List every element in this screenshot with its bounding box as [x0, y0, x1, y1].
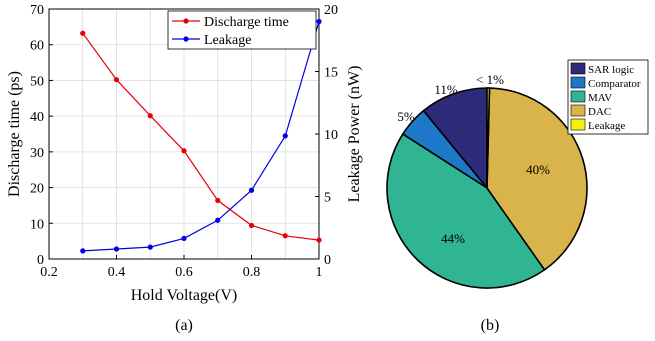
pie-pct-label-leakage: < 1%: [476, 72, 504, 87]
data-point-discharge-time: [181, 148, 187, 154]
pie-chart: 11% 5% 44% 40% < 1% SAR logic Comparator MAV DA…: [386, 59, 649, 334]
pie-pct-label-sar-logic: 11%: [434, 82, 458, 97]
data-point-discharge-time: [316, 237, 322, 243]
pie-legend-label-leakage: Leakage: [588, 120, 625, 132]
x-tick-label: 0.8: [243, 265, 261, 280]
x-axis-label: Hold Voltage(V): [131, 287, 238, 304]
y-left-tick-label: 70: [30, 3, 44, 18]
y-axis-label-right: Leakage Power (nW): [346, 66, 363, 203]
data-point-leakage: [316, 18, 322, 25]
y-left-tick-label: 50: [30, 74, 44, 89]
series-line-discharge-time: [82, 32, 320, 241]
pie-pct-label-mav: 44%: [441, 231, 465, 246]
data-point-leakage: [80, 248, 86, 254]
pie-slice-dac: [486, 87, 588, 271]
pie-legend-label-mav: MAV: [588, 92, 612, 104]
pie-pct-label-comparator: 5%: [397, 109, 415, 124]
y-left-tick-label: 30: [30, 146, 44, 161]
y-right-tick-label: 10: [324, 128, 338, 143]
pie-legend-swatch-leakage: [570, 118, 586, 131]
pie-legend: SAR logic Comparator MAV DAC Leakage: [567, 59, 649, 135]
data-point-leakage: [181, 235, 187, 241]
x-tick-label: 0.2: [40, 265, 58, 280]
y-ticks-left: 0 10 20 30 40 50 60 70: [30, 3, 53, 268]
y-right-tick-label: 15: [324, 66, 338, 81]
pie-slice-leakage: [486, 87, 491, 189]
pie-slice-mav: [386, 132, 546, 289]
pie-legend-label-dac: DAC: [588, 106, 611, 118]
pie-legend-swatch-mav: [570, 90, 586, 103]
y-left-tick-label: 10: [30, 217, 44, 232]
y-axis-label-left: Discharge time (ps): [6, 71, 23, 197]
y-left-tick-label: 20: [30, 182, 44, 197]
pie-legend-swatch-comparator: [570, 76, 586, 89]
caption-a: (a): [175, 317, 193, 334]
data-point-leakage: [215, 217, 221, 223]
pie-slices: [386, 87, 588, 289]
pie-slice-sar-logic: [422, 87, 488, 191]
y-right-tick-label: 5: [324, 191, 331, 206]
legend-marker-leakage: [183, 36, 189, 42]
y-right-tick-label: 20: [324, 3, 338, 18]
legend: Discharge time Leakage: [167, 10, 317, 50]
pie-legend-label-comparator: Comparator: [588, 78, 641, 90]
y-right-tick-label: 0: [324, 253, 331, 268]
series-line-leakage: [82, 21, 320, 252]
pie-legend-swatch-dac: [570, 104, 586, 117]
data-point-discharge-time: [215, 197, 221, 204]
data-point-leakage: [248, 187, 255, 193]
legend-box: [167, 10, 317, 50]
data-point-discharge-time: [113, 77, 120, 83]
data-point-discharge-time: [147, 113, 153, 119]
legend-marker-discharge: [183, 18, 189, 24]
pie-pct-label-dac: 40%: [526, 162, 550, 177]
y-left-tick-label: 0: [37, 253, 44, 268]
pie-legend-label-sar-logic: SAR logic: [588, 64, 634, 76]
data-point-discharge-time: [282, 233, 288, 239]
data-point-discharge-time: [248, 222, 255, 229]
data-point-discharge-time: [80, 30, 86, 36]
pie-percent-labels: 11% 5% 44% 40% < 1%: [397, 72, 550, 246]
data-point-leakage: [147, 244, 153, 250]
y-ticks-right: 0 5 10 15 20: [315, 3, 338, 268]
legend-label-discharge: Discharge time: [204, 15, 289, 30]
data-point-leakage: [282, 133, 288, 139]
pie-legend-swatch-sar-logic: [570, 62, 586, 75]
caption-b: (b): [481, 317, 500, 334]
x-tick-label: 0.4: [108, 265, 126, 280]
y-left-tick-label: 40: [30, 110, 44, 125]
data-point-leakage: [113, 246, 120, 252]
x-ticks: 0.2 0.4 0.6 0.8 1: [40, 255, 323, 280]
x-tick-label: 1: [316, 265, 323, 280]
y-left-tick-label: 60: [30, 39, 44, 54]
series-lines: [80, 18, 322, 254]
line-chart: 0.2 0.4 0.6 0.8 1 0 10 20 30 40 50 60 70 0 5 10 15 20 H…: [6, 3, 363, 334]
x-tick-label: 0.6: [175, 265, 193, 280]
legend-label-leakage: Leakage: [204, 33, 251, 48]
